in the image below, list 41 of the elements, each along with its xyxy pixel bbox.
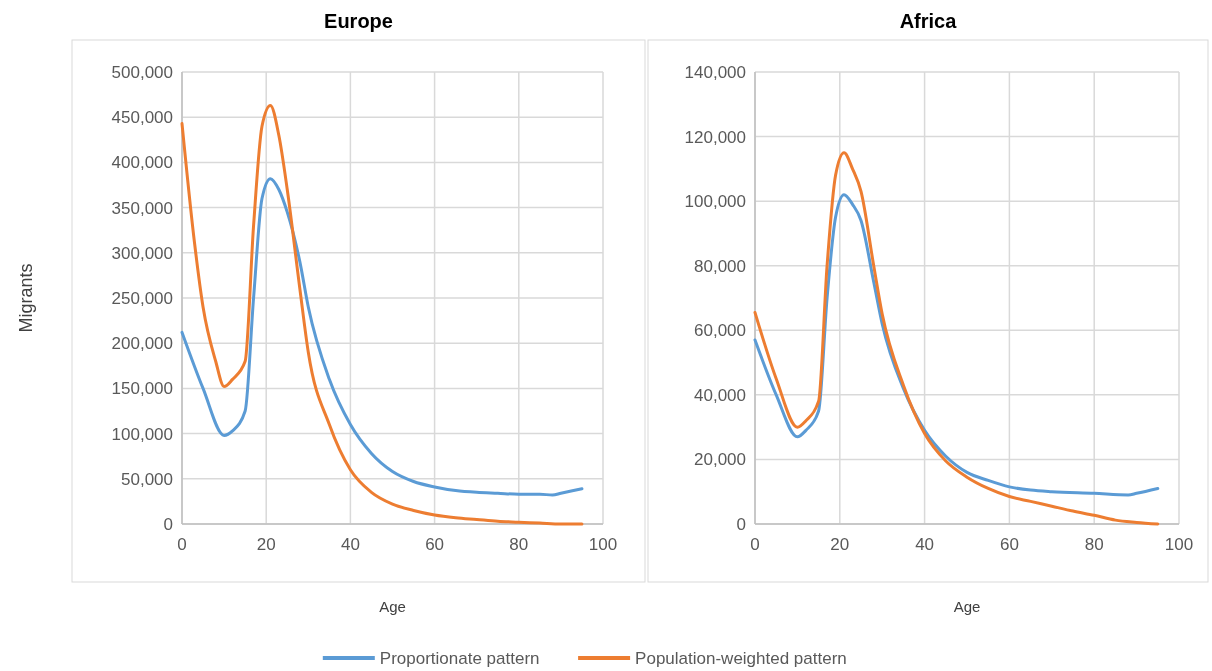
y-tick-label: 500,000	[111, 62, 173, 82]
chart-title: Africa	[899, 10, 958, 32]
y-axis-title: Migrants	[16, 263, 36, 333]
x-tick-label: 60	[999, 535, 1019, 554]
x-tick-label: 100	[1164, 535, 1194, 554]
y-tick-label: 350,000	[111, 198, 173, 218]
y-tick-label: 100,000	[111, 424, 173, 444]
x-axis-title: Age	[379, 598, 406, 615]
y-tick-label: 250,000	[111, 288, 173, 308]
line-series	[180, 177, 584, 497]
legend-label: Population-weighted pattern	[635, 648, 847, 668]
y-tick-label: 0	[736, 514, 746, 534]
y-tick-label: 40,000	[694, 385, 746, 405]
legend-label: Proportionate pattern	[379, 648, 540, 668]
x-tick-label: 0	[750, 535, 760, 554]
x-tick-label: 80	[1084, 535, 1104, 554]
x-tick-label: 0	[177, 535, 187, 554]
line-series	[180, 103, 584, 526]
chart-title: Europe	[324, 10, 393, 32]
x-tick-label: 40	[915, 535, 935, 554]
y-tick-label: 20,000	[694, 450, 746, 470]
y-tick-label: 450,000	[111, 108, 173, 128]
x-tick-label: 40	[340, 535, 360, 554]
y-tick-label: 150,000	[111, 379, 173, 399]
y-tick-label: 200,000	[111, 334, 173, 354]
y-tick-label: 0	[163, 514, 173, 534]
y-tick-label: 80,000	[694, 256, 746, 276]
y-tick-label: 140,000	[684, 62, 746, 82]
y-tick-label: 100,000	[684, 192, 746, 212]
x-tick-label: 80	[509, 535, 529, 554]
x-axis-title: Age	[953, 598, 981, 615]
x-tick-label: 20	[256, 535, 276, 554]
y-tick-label: 300,000	[111, 243, 173, 263]
y-tick-label: 60,000	[694, 321, 746, 341]
y-tick-label: 50,000	[121, 469, 173, 489]
x-tick-label: 20	[830, 535, 850, 554]
line-series	[753, 151, 1160, 526]
x-tick-label: 100	[588, 535, 618, 554]
y-tick-label: 400,000	[111, 153, 173, 173]
y-tick-label: 120,000	[684, 127, 746, 147]
x-tick-label: 60	[425, 535, 445, 554]
